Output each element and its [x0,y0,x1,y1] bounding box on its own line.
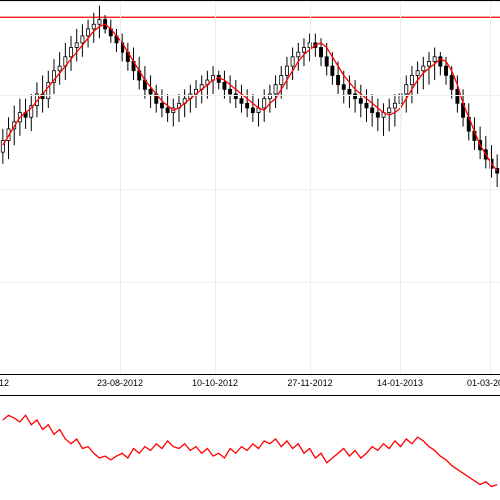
x-axis: 7-2012 23-08-2012 10-10-2012 27-11-2012 14-0… [0,375,500,395]
x-tick-label: 14-01-2013 [377,378,423,388]
x-tick-label: 27-11-2012 [287,378,332,388]
x-tick-label: 7-2012 [0,378,9,388]
x-tick-label: 10-10-2012 [192,378,238,388]
indicator-svg [0,396,500,500]
main-price-panel[interactable] [0,0,500,375]
x-tick-label: 23-08-2012 [97,378,143,388]
x-tick-label: 01-03-2013 [467,378,500,388]
indicator-panel[interactable] [0,395,500,500]
price-chart: 7-2012 23-08-2012 10-10-2012 27-11-2012 14-0… [0,0,500,500]
